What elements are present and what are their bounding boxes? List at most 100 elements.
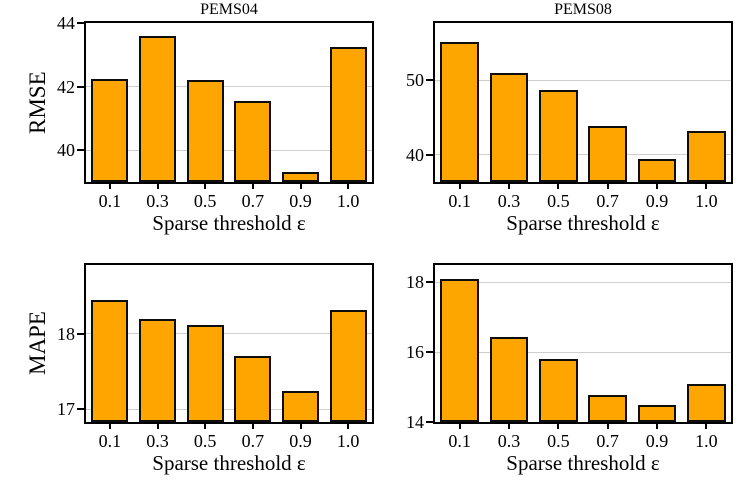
y-tick-label: 18 xyxy=(57,323,75,344)
x-tick-label: 0.9 xyxy=(645,431,669,451)
x-tick xyxy=(705,184,708,189)
bar xyxy=(281,172,320,182)
x-tick-label: 0.5 xyxy=(193,431,217,451)
x-tick xyxy=(204,424,207,429)
bar xyxy=(440,41,479,182)
x-tick xyxy=(347,184,350,189)
x-tick-label: 0.5 xyxy=(193,191,217,211)
gridline xyxy=(86,408,372,410)
x-tick xyxy=(606,424,609,429)
chart-title xyxy=(433,242,733,261)
bar xyxy=(234,100,272,182)
subplot-pems04-rmse: PEMS04 RMSE 40 42 44 0.1 0.3 0.5 0.7 0.9 1.0 Spa… xyxy=(25,1,374,235)
bar xyxy=(687,383,726,422)
gridline xyxy=(435,281,731,283)
x-tick xyxy=(156,424,159,429)
bar xyxy=(186,80,224,182)
plot-area: 14 16 18 0.1 0.3 0.5 0.7 0.9 1.0 xyxy=(406,263,733,451)
y-tick-label: 18 xyxy=(406,272,424,293)
x-tick-label: 0.3 xyxy=(497,431,521,451)
y-tick-label: 14 xyxy=(406,412,424,432)
chart-title: PEMS08 xyxy=(554,1,612,18)
x-tick-label: 0.7 xyxy=(241,191,265,211)
y-tick xyxy=(426,153,433,156)
bar xyxy=(588,394,627,422)
bar xyxy=(186,325,224,422)
x-tick xyxy=(705,424,708,429)
x-tick xyxy=(656,184,658,189)
x-tick xyxy=(606,184,609,189)
x-tick xyxy=(251,184,254,189)
bar xyxy=(329,309,367,422)
y-tick-label: 16 xyxy=(406,342,424,363)
bar xyxy=(637,158,677,182)
bar xyxy=(329,46,367,182)
gridline xyxy=(86,149,372,151)
y-tick-label: 44 xyxy=(57,13,75,33)
x-tick-label: 1.0 xyxy=(336,191,360,211)
x-tick xyxy=(299,184,302,189)
x-tick-label: 0.5 xyxy=(547,191,570,211)
x-tick-label: 0.5 xyxy=(547,431,570,451)
x-tick-label: 0.1 xyxy=(448,191,471,211)
x-axis-label: Sparse threshold ε xyxy=(506,451,660,475)
bar xyxy=(588,126,627,182)
x-tick-label: 0.9 xyxy=(645,191,669,211)
x-axis-label: Sparse threshold ε xyxy=(152,211,306,235)
y-tick xyxy=(77,149,84,152)
plot-area: 40 50 0.1 0.3 0.5 0.7 0.9 1.0 xyxy=(406,21,733,211)
subplot-pems08-mape: 14 16 18 0.1 0.3 0.5 0.7 0.9 1.0 Sparse threshol… xyxy=(406,263,733,475)
y-tick xyxy=(426,351,433,354)
chart-title: PEMS04 xyxy=(200,1,258,18)
bar xyxy=(91,300,129,422)
x-tick-label: 0.3 xyxy=(146,431,169,451)
x-tick-label: 1.0 xyxy=(695,191,718,211)
gridline xyxy=(435,154,731,155)
y-tick xyxy=(426,281,433,284)
bar xyxy=(539,90,578,182)
y-tick xyxy=(426,421,433,423)
y-tick-label: 17 xyxy=(57,399,75,420)
y-tick-label: 50 xyxy=(406,70,424,91)
x-tick xyxy=(108,424,111,429)
x-tick-label: 0.3 xyxy=(146,191,169,211)
x-tick xyxy=(251,424,254,429)
x-tick-label: 0.9 xyxy=(289,431,312,451)
x-tick-label: 0.3 xyxy=(497,191,521,211)
x-tick-label: 1.0 xyxy=(695,431,718,451)
subplot-pems04-mape: MAPE 17 18 0.1 0.3 0.5 0.7 0.9 1.0 Sparse thres… xyxy=(25,263,374,475)
chart-title xyxy=(84,242,374,261)
bar xyxy=(281,391,320,422)
x-tick xyxy=(347,424,350,429)
x-tick xyxy=(458,424,461,429)
plot-area: 40 42 44 0.1 0.3 0.5 0.7 0.9 1.0 xyxy=(57,13,374,211)
subplot-pems08-rmse: PEMS08 40 50 0.1 0.3 0.5 0.7 0.9 1.0 Sparse thr… xyxy=(406,1,733,235)
bar xyxy=(138,319,177,422)
y-tick-label: 42 xyxy=(57,76,75,97)
bar xyxy=(539,359,578,422)
gridline xyxy=(86,86,372,88)
gridline xyxy=(435,351,731,353)
x-tick-label: 0.7 xyxy=(596,431,619,451)
x-tick-label: 0.7 xyxy=(596,191,619,211)
bar xyxy=(440,278,479,422)
y-tick xyxy=(77,85,84,88)
y-tick-label: 40 xyxy=(406,144,424,165)
bar xyxy=(637,404,677,422)
x-tick xyxy=(108,184,111,189)
x-tick-label: 0.1 xyxy=(98,431,122,451)
y-tick xyxy=(426,79,433,82)
x-tick xyxy=(299,424,302,429)
bar xyxy=(138,35,177,182)
x-tick-label: 0.7 xyxy=(241,431,265,451)
x-tick-label: 0.1 xyxy=(448,431,471,451)
x-tick xyxy=(656,424,658,429)
y-tick xyxy=(77,332,84,335)
x-tick xyxy=(508,184,510,189)
x-axis-label: Sparse threshold ε xyxy=(152,451,306,475)
bar xyxy=(489,72,529,182)
x-tick-label: 0.9 xyxy=(289,191,312,211)
bar xyxy=(234,355,272,422)
gridline xyxy=(86,333,372,335)
x-tick xyxy=(204,184,207,189)
